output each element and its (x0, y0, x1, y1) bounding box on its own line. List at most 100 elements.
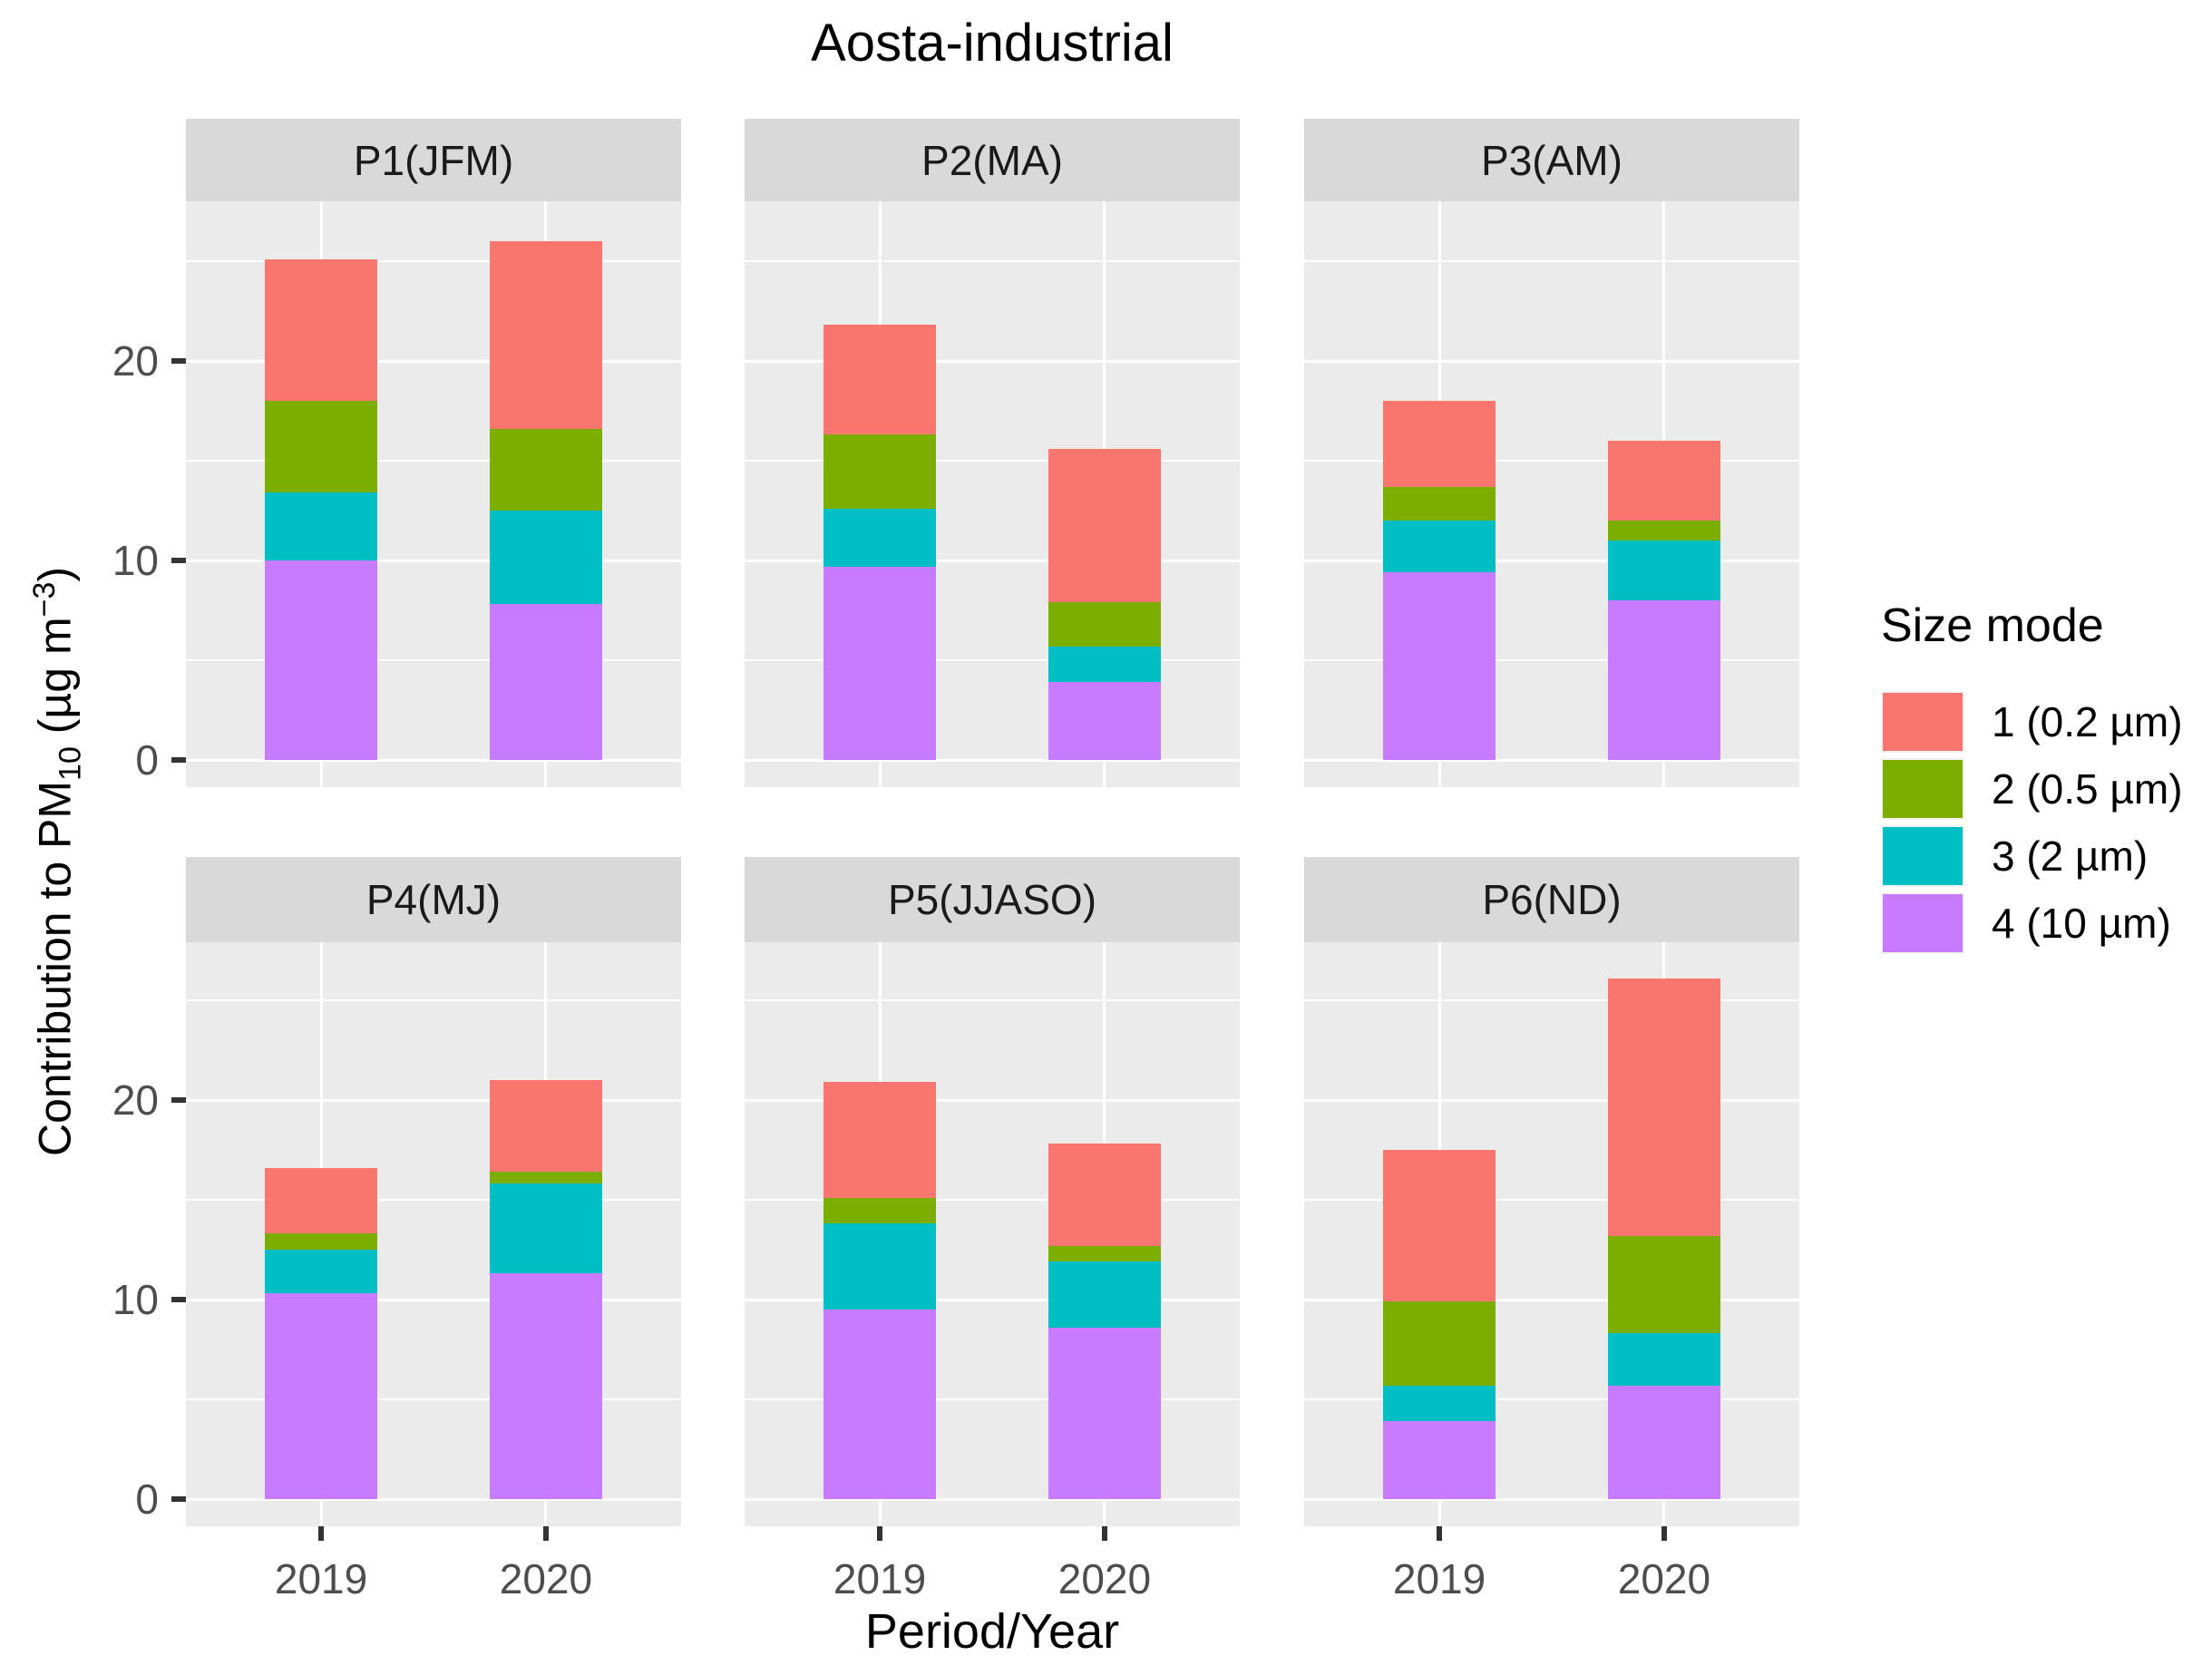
stacked-bar (1383, 942, 1496, 1526)
y-tick-mark (171, 358, 186, 364)
facet-strip-label: P5(JJASO) (887, 876, 1097, 923)
bar-segment (265, 560, 378, 760)
bar-segment (823, 1197, 937, 1224)
y-tick-mark (171, 1297, 186, 1302)
minor-gridline (745, 460, 1240, 462)
y-tick-label: 0 (135, 736, 159, 784)
bar-segment (1048, 448, 1161, 603)
major-gridline (1304, 559, 1799, 562)
stacked-bar (1048, 942, 1161, 1526)
minor-gridline (745, 1199, 1240, 1201)
bar-segment (489, 1273, 602, 1499)
x-tick-label: 2020 (499, 1555, 593, 1602)
bar-segment (265, 258, 378, 401)
bar-segment (1048, 1261, 1161, 1328)
bar-segment (1607, 600, 1720, 760)
bar-segment (489, 604, 602, 760)
y-axis-title-units: (µg m (29, 617, 81, 747)
bar-segment (823, 566, 937, 760)
major-gridline (745, 1298, 1240, 1301)
bar-segment (1383, 1301, 1496, 1386)
minor-gridline (745, 659, 1240, 661)
bar-segment (265, 401, 378, 493)
y-axis-title-superscript: −3 (27, 581, 62, 618)
stacked-bar (489, 201, 602, 787)
bar-segment (1048, 682, 1161, 760)
minor-gridline (1304, 659, 1799, 661)
stacked-bar (1048, 201, 1161, 787)
stacked-bar (823, 942, 937, 1526)
facet-strip: P3(AM) (1304, 119, 1799, 201)
legend-items: 1 (0.2 µm) 2 (0.5 µm) 3 (2 µm) 4 (10 µm) (1881, 691, 2183, 954)
major-gridline (745, 1497, 1240, 1501)
legend-key (1881, 892, 1964, 954)
facet-strip: P2(MA) (745, 119, 1240, 201)
facet-panel (1304, 201, 1799, 787)
major-gridline (1304, 1497, 1799, 1501)
legend: Size mode 1 (0.2 µm) 2 (0.5 µm) 3 (2 µm) 4 … (1881, 599, 2183, 959)
minor-gridline (186, 1199, 681, 1201)
facet-strip: P6(ND) (1304, 857, 1799, 942)
bar-segment (1607, 1235, 1720, 1334)
facet-strip: P5(JJASO) (745, 857, 1240, 942)
bar-segment (1048, 1327, 1161, 1499)
major-gridline (186, 1298, 681, 1301)
bar-segment (1607, 1385, 1720, 1499)
major-gridline (186, 559, 681, 562)
minor-gridline (745, 1398, 1240, 1400)
bar-segment (1607, 1333, 1720, 1386)
x-tick-mark (1437, 1526, 1443, 1541)
major-gridline (186, 1497, 681, 1501)
legend-key (1881, 758, 1964, 820)
bar-segment (823, 325, 937, 435)
minor-gridline (1304, 999, 1799, 1001)
y-tick-mark (171, 757, 186, 763)
facet-strip-label: P1(JFM) (353, 136, 514, 184)
minor-gridline (186, 999, 681, 1001)
x-axis-title: Period/Year (864, 1604, 1120, 1659)
bar-segment (489, 511, 602, 605)
bar-segment (265, 1233, 378, 1250)
major-gridline (1304, 1098, 1799, 1102)
legend-key-swatch (1883, 760, 1963, 818)
legend-item-label: 1 (0.2 µm) (1992, 698, 2183, 745)
y-tick-label: 20 (112, 337, 159, 385)
legend-item: 2 (0.5 µm) (1881, 758, 2183, 820)
bar-segment (1607, 978, 1720, 1236)
minor-gridline (186, 659, 681, 661)
minor-gridline (1304, 1199, 1799, 1201)
bar-segment (265, 492, 378, 560)
major-gridline (186, 758, 681, 762)
bar-segment (265, 1167, 378, 1234)
major-gridline (745, 1098, 1240, 1102)
bar-segment (265, 1250, 378, 1294)
y-tick-mark (171, 558, 186, 563)
major-gridline (1304, 359, 1799, 363)
legend-key-swatch (1883, 894, 1963, 952)
x-tick-label: 2020 (1617, 1555, 1711, 1602)
x-tick-mark (877, 1526, 883, 1541)
bar-segment (265, 1293, 378, 1499)
bar-segment (823, 1082, 937, 1198)
x-tick-mark (318, 1526, 325, 1541)
bar-segment (823, 434, 937, 509)
facet-strip-label: P3(AM) (1481, 136, 1622, 184)
y-tick-label: 10 (112, 537, 159, 584)
legend-key (1881, 825, 1964, 887)
bar-segment (489, 1172, 602, 1184)
legend-item: 1 (0.2 µm) (1881, 691, 2183, 753)
minor-gridline (1304, 460, 1799, 462)
facet-panel (186, 201, 681, 787)
minor-gridline (186, 460, 681, 462)
facet-strip-label: P4(MJ) (365, 876, 502, 923)
facet-strip: P1(JFM) (186, 119, 681, 201)
y-tick-label: 10 (112, 1276, 159, 1323)
major-gridline (745, 559, 1240, 562)
bar-segment (1048, 646, 1161, 683)
major-gridline (186, 1098, 681, 1102)
minor-gridline (745, 260, 1240, 262)
bar-segment (489, 1080, 602, 1173)
bar-segment (1607, 441, 1720, 521)
legend-item: 4 (10 µm) (1881, 892, 2183, 954)
